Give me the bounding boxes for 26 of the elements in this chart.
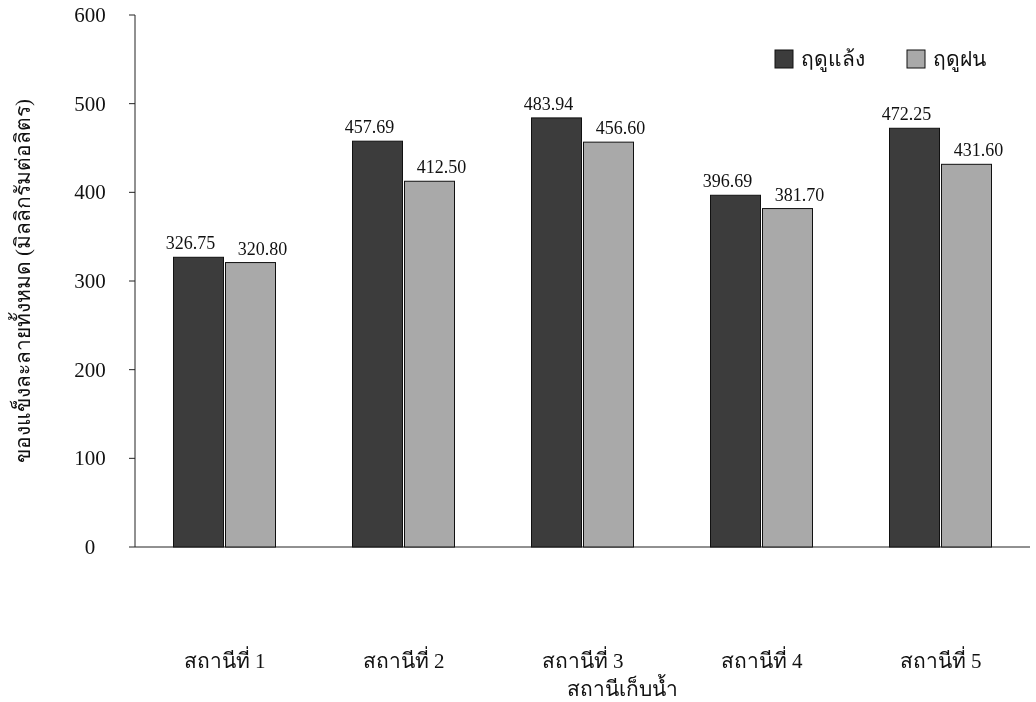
y-tick-label: 500	[74, 91, 106, 116]
data-label: 483.94	[523, 93, 574, 114]
data-label: 381.70	[774, 184, 825, 205]
x-tick-label: สถานีที่ 3	[541, 646, 624, 673]
legend-label: ฤดูฝน	[933, 47, 986, 72]
data-label: 457.69	[344, 117, 395, 138]
y-axis-title: ของแข็งละลายทั้งหมด (มิลลิกรัมต่อลิตร)	[8, 98, 35, 464]
x-axis-title: สถานีเก็บน้ำ	[567, 674, 678, 701]
data-label: 326.75	[165, 233, 216, 254]
data-label: 320.80	[237, 238, 288, 259]
data-label: 456.60	[595, 118, 646, 139]
x-tick-label: สถานีที่ 4	[720, 646, 803, 673]
x-tick-label: สถานีที่ 2	[362, 646, 445, 673]
y-tick-label: 200	[74, 357, 106, 382]
y-tick-label: 0	[84, 535, 96, 559]
data-label: 472.25	[881, 104, 932, 125]
data-label: 396.69	[702, 171, 753, 192]
data-label: 412.50	[416, 157, 467, 178]
legend-label: ฤดูแล้ง	[801, 47, 865, 72]
y-tick-label: 400	[74, 180, 106, 205]
data-label: 431.60	[953, 140, 1004, 161]
y-tick-label: 300	[74, 269, 106, 293]
x-tick-label: สถานีที่ 1	[183, 646, 266, 673]
x-tick-label: สถานีที่ 5	[899, 646, 982, 673]
y-tick-label: 600	[74, 3, 106, 27]
y-tick-label: 100	[74, 446, 106, 471]
